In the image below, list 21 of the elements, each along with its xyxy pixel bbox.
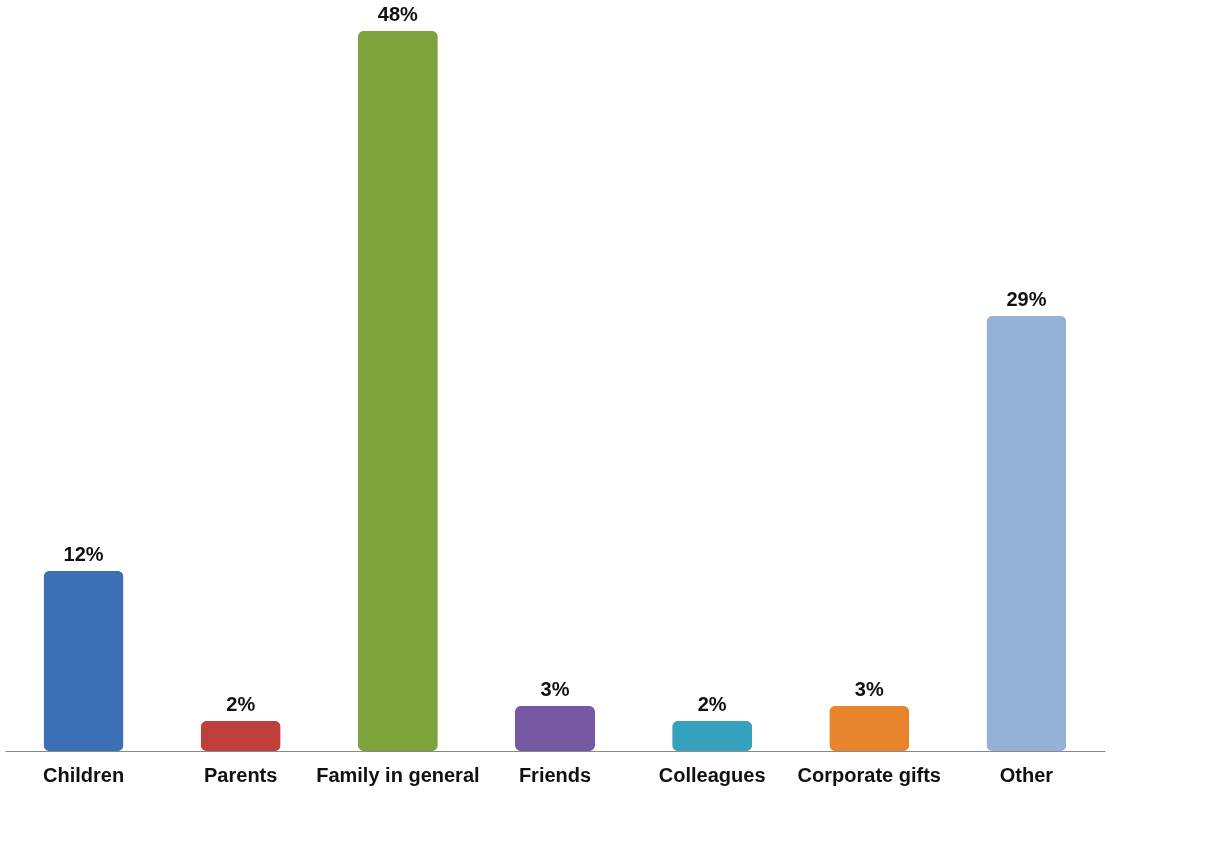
data-label: 48% [377, 3, 419, 25]
x-tick-label: Corporate gifts [797, 763, 941, 786]
bar [672, 721, 753, 751]
data-label: 2% [697, 693, 727, 715]
data-label: 29% [1006, 288, 1047, 310]
x-tick-label: Colleagues [658, 763, 766, 786]
bar [986, 316, 1067, 751]
x-tick-label: Children [43, 763, 125, 786]
data-label: 2% [226, 693, 256, 715]
x-tick-label: Parents [204, 763, 278, 786]
bar [200, 721, 281, 751]
data-label: 3% [854, 678, 884, 700]
data-label: 3% [540, 678, 570, 700]
bar [357, 31, 438, 751]
bar [829, 706, 910, 751]
data-label: 12% [63, 543, 104, 565]
bar [515, 706, 595, 751]
x-tick-label: Friends [518, 763, 592, 786]
x-tick-label: Other [999, 763, 1054, 786]
x-tick-label: Family in general [316, 763, 480, 786]
bar [43, 571, 124, 751]
